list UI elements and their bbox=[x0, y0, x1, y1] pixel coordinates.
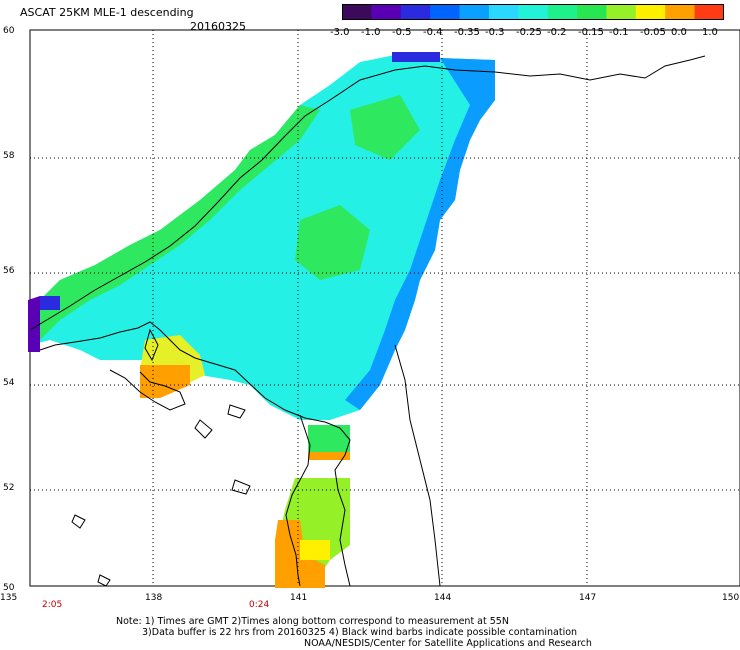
latitude-label: 58 bbox=[3, 151, 15, 161]
time-label-first: 2:05 bbox=[42, 600, 63, 610]
longitude-label: 138 bbox=[145, 593, 162, 603]
colorbar-swatch bbox=[342, 4, 372, 20]
colorbar-swatch bbox=[518, 4, 549, 20]
colorbar-swatch bbox=[459, 4, 490, 20]
colorbar bbox=[342, 4, 724, 20]
colorbar-swatch bbox=[547, 4, 578, 20]
coastline-khabarovsk bbox=[39, 321, 351, 587]
colorbar-tick-label: -0.2 bbox=[547, 27, 567, 38]
ascat-swath bbox=[28, 52, 495, 588]
longitude-label: 144 bbox=[434, 593, 451, 603]
coastline-sakhalin bbox=[285, 414, 311, 587]
latitude-label: 56 bbox=[3, 266, 15, 276]
colorbar-swatch bbox=[694, 4, 724, 20]
colorbar-tick-label: -0.5 bbox=[392, 27, 412, 38]
swath-purple-west bbox=[28, 296, 40, 352]
swath-dark-blue-top bbox=[392, 52, 440, 62]
colorbar-tick-label: -0.4 bbox=[423, 27, 443, 38]
note-line-1: Note: 1) Times are GMT 2)Times along bot… bbox=[116, 616, 509, 627]
swath-green-north bbox=[350, 95, 420, 160]
coastline-islands bbox=[71, 328, 251, 587]
swath-yellow-bottom bbox=[300, 540, 330, 560]
colorbar-tick-label: -0.35 bbox=[454, 27, 480, 38]
colorbar-tick-label: -0.05 bbox=[640, 27, 666, 38]
latitude-label: 54 bbox=[3, 378, 15, 388]
time-label-second: 0:24 bbox=[249, 600, 270, 610]
colorbar-swatch bbox=[606, 4, 637, 20]
colorbar-swatch bbox=[635, 4, 666, 20]
swath-green-center bbox=[295, 205, 370, 280]
latitude-label: 60 bbox=[3, 26, 15, 36]
colorbar-tick-label: 1.0 bbox=[702, 27, 718, 38]
note-line-3: NOAA/NESDIS/Center for Satellite Applica… bbox=[304, 638, 592, 649]
colorbar-tick-label: -3.0 bbox=[330, 27, 350, 38]
grid-lines bbox=[30, 30, 740, 586]
coastline-amur-bay bbox=[109, 369, 186, 411]
colorbar-tick-label: 0.0 bbox=[671, 27, 687, 38]
swath-blue-west bbox=[40, 296, 60, 310]
swath-blue-east bbox=[345, 58, 495, 410]
swath-green-south bbox=[308, 425, 350, 455]
longitude-labels: 135 138 141 144 147 150 bbox=[0, 593, 739, 603]
latitude-label: 50 bbox=[3, 583, 15, 593]
colorbar-labels: -3.0 -1.0 -0.5 -0.4 -0.35 -0.3 -0.25 -0.2 -0.15-… bbox=[330, 27, 730, 41]
colorbar-swatch bbox=[371, 4, 402, 20]
colorbar-tick-label: -1.0 bbox=[361, 27, 381, 38]
colorbar-outline bbox=[342, 4, 724, 20]
swath-orange-south bbox=[308, 452, 350, 460]
colorbar-tick-label: -0.25 bbox=[516, 27, 542, 38]
coastline-kamchatka bbox=[394, 344, 441, 587]
colorbar-swatch bbox=[665, 4, 696, 20]
map-title: ASCAT 25KM MLE-1 descending bbox=[20, 6, 194, 19]
longitude-label: 141 bbox=[290, 593, 307, 603]
coastline-mainland bbox=[29, 55, 706, 331]
colorbar-swatch bbox=[488, 4, 519, 20]
colorbar-swatch bbox=[577, 4, 608, 20]
latitude-label: 52 bbox=[3, 483, 14, 493]
swath-green-west bbox=[30, 105, 320, 345]
coastline bbox=[29, 55, 706, 587]
colorbar-tick-label: -0.1 bbox=[609, 27, 629, 38]
longitude-label: 135 bbox=[0, 593, 17, 603]
longitude-label: 150 bbox=[722, 593, 739, 603]
swath-orange-amur bbox=[140, 365, 190, 398]
note-line-2: 3)Data buffer is 22 hrs from 20160325 4)… bbox=[142, 627, 578, 638]
colorbar-swatch bbox=[400, 4, 431, 20]
latitude-labels: 60 58 56 54 52 50 bbox=[3, 26, 15, 593]
longitude-label: 147 bbox=[579, 593, 596, 603]
colorbar-tick-label: -0.3 bbox=[485, 27, 505, 38]
colorbar-swatch bbox=[430, 4, 461, 20]
colorbar-tick-label: -0.15 bbox=[578, 27, 604, 38]
